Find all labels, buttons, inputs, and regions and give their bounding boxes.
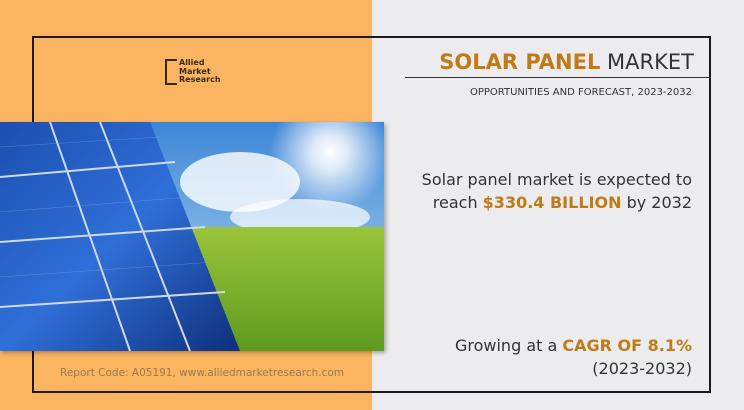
subtitle: OPPORTUNITIES AND FORECAST, 2023-2032 (469, 87, 692, 98)
statement-text: reach (432, 193, 478, 212)
report-code: Report Code: A05191, www.alliedmarketres… (60, 367, 345, 379)
market-size-statement: Solar panel market is expected to reach … (422, 168, 692, 214)
cagr-period: (2023-2032) (592, 359, 692, 378)
cagr-value: CAGR OF 8.1% (562, 336, 692, 355)
logo-text: Allied (179, 58, 205, 67)
logo-mark-icon (165, 59, 177, 85)
logo-text: Research (179, 75, 221, 84)
statement-text: Growing at a (454, 336, 558, 355)
title-rest: MARKET (607, 50, 694, 74)
statement-text: by 2032 (626, 193, 692, 212)
statement-text: Solar panel market is expected to (421, 170, 692, 189)
cagr-statement: Growing at a CAGR OF 8.1% (2023-2032) (455, 334, 692, 380)
market-value: $330.4 BILLION (482, 193, 622, 212)
title-highlight: SOLAR PANEL (439, 50, 601, 74)
logo-text: Market (179, 66, 211, 76)
divider (405, 77, 711, 78)
allied-market-research-logo: Allied Market Research (165, 58, 235, 94)
page-title: SOLAR PANEL MARKET (439, 50, 694, 74)
solar-panel-photo (0, 122, 384, 351)
